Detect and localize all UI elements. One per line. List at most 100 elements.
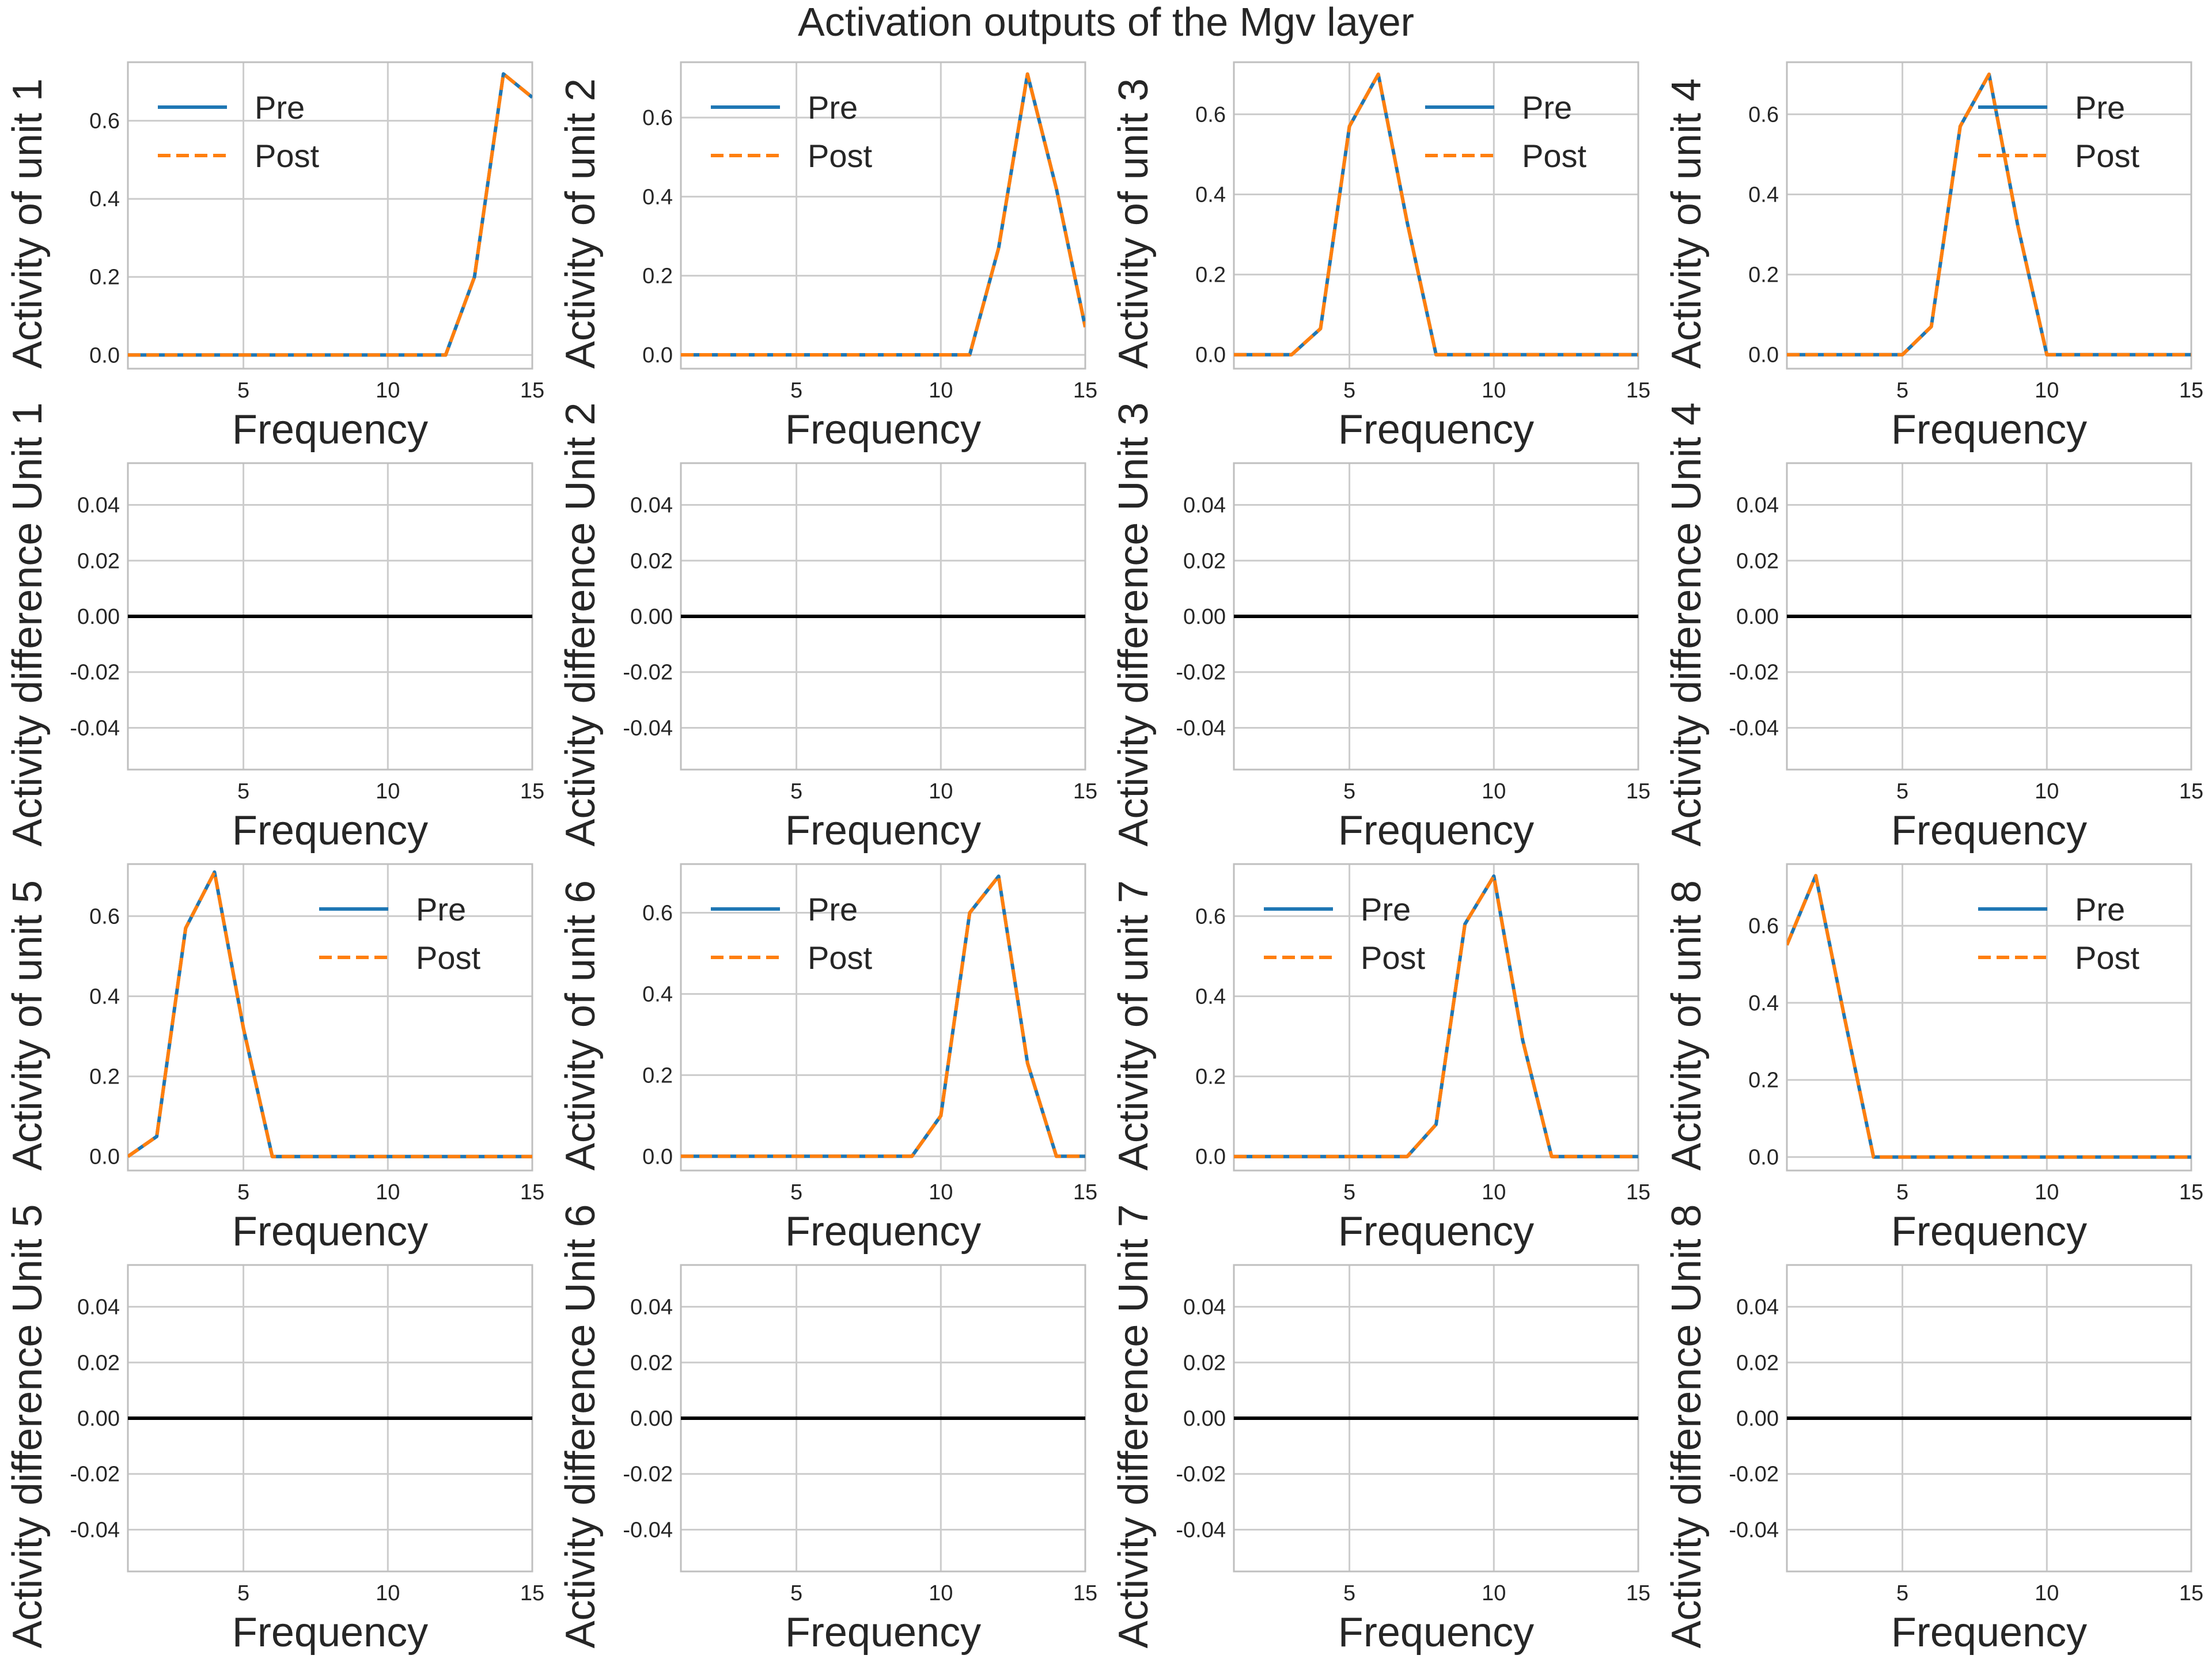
y-tick-label: -0.02 — [1176, 1463, 1226, 1487]
y-tick-label: 0.04 — [1183, 494, 1226, 518]
x-axis-label: Frequency — [232, 1209, 428, 1255]
y-tick-label: 0.0 — [642, 1145, 673, 1169]
x-tick-label: 10 — [376, 1180, 400, 1205]
y-tick-label: 0.0 — [1195, 343, 1226, 368]
y-tick-label: 0.0 — [89, 343, 120, 368]
legend-label-pre: Pre — [808, 891, 858, 927]
x-tick-label: 5 — [790, 1180, 802, 1205]
x-tick-label: 5 — [237, 1180, 249, 1205]
legend-label-post: Post — [2075, 138, 2139, 174]
subplot-unit-7-activity: 5 10 15 0.0 0.2 0.4 0.6 Frequency Activity of un… — [1111, 863, 1650, 1255]
plot-frame — [680, 863, 1086, 1172]
y-tick-label: 0.04 — [630, 1296, 673, 1320]
x-tick-label: 15 — [1626, 1581, 1650, 1605]
x-axis-label: Frequency — [232, 407, 428, 453]
y-axis-label: Activity of unit 8 — [1664, 880, 1710, 1171]
series-line-post — [128, 870, 532, 1158]
subplot-unit-4-difference: 5 10 15 -0.04 -0.02 0.00 0.02 0.04 Frequency Acti… — [1664, 402, 2203, 854]
legend-label-pre: Pre — [2075, 891, 2125, 927]
plot-frame — [127, 863, 533, 1172]
subplot-unit-8-activity: 5 10 15 0.0 0.2 0.4 0.6 Frequency Activity of un… — [1664, 863, 2203, 1255]
y-tick-label: 0.04 — [77, 494, 120, 518]
subplot-unit-1-difference: 5 10 15 -0.04 -0.02 0.00 0.02 0.04 Frequency Acti… — [5, 402, 544, 854]
y-tick-label: 0.00 — [1736, 1407, 1779, 1431]
y-axis-label: Activity difference Unit 4 — [1664, 402, 1710, 846]
x-tick-label: 5 — [237, 779, 249, 804]
subplot-unit-2-difference: 5 10 15 -0.04 -0.02 0.00 0.02 0.04 Frequency Acti… — [558, 402, 1097, 854]
y-tick-label: 0.6 — [642, 902, 673, 926]
y-tick-label: 0.0 — [89, 1145, 120, 1169]
y-axis-label: Activity of unit 5 — [5, 880, 51, 1171]
y-tick-label: 0.04 — [1183, 1296, 1226, 1320]
x-tick-label: 15 — [2179, 378, 2203, 403]
y-tick-label: 0.00 — [1736, 605, 1779, 629]
x-axis-label: Frequency — [1338, 1209, 1534, 1255]
y-tick-label: 0.0 — [1748, 1146, 1779, 1170]
y-tick-label: 0.4 — [1195, 984, 1226, 1009]
x-axis-label: Frequency — [785, 407, 981, 453]
y-tick-label: -0.04 — [70, 716, 120, 740]
x-tick-label: 5 — [1343, 1180, 1355, 1205]
legend-label-pre: Pre — [1522, 89, 1572, 126]
y-tick-label: 0.2 — [1748, 263, 1779, 287]
y-tick-label: 0.00 — [77, 1407, 120, 1431]
x-tick-label: 5 — [237, 378, 249, 403]
x-tick-label: 15 — [1073, 779, 1097, 804]
y-axis-label: Activity of unit 7 — [1111, 880, 1157, 1171]
subplot-unit-4-activity: 5 10 15 0.0 0.2 0.4 0.6 Frequency Activity of un… — [1664, 61, 2203, 453]
y-tick-label: 0.4 — [89, 984, 120, 1009]
x-tick-label: 15 — [520, 779, 544, 804]
x-tick-label: 15 — [1073, 1180, 1097, 1205]
x-tick-label: 5 — [790, 779, 802, 804]
x-tick-label: 15 — [520, 1180, 544, 1205]
y-tick-label: 0.4 — [1748, 991, 1779, 1016]
y-tick-label: -0.02 — [1729, 661, 1779, 685]
y-tick-label: 0.0 — [642, 343, 673, 368]
y-tick-label: 0.6 — [1748, 103, 1779, 127]
y-tick-label: 0.00 — [630, 605, 673, 629]
x-tick-label: 5 — [1343, 779, 1355, 804]
x-axis-label: Frequency — [785, 808, 981, 854]
y-axis-label: Activity of unit 4 — [1664, 78, 1710, 369]
x-tick-label: 15 — [2179, 1581, 2203, 1605]
legend-label-pre: Pre — [2075, 89, 2125, 126]
y-tick-label: -0.04 — [623, 1518, 673, 1542]
x-tick-label: 10 — [929, 1581, 953, 1605]
subplot-unit-8-difference: 5 10 15 -0.04 -0.02 0.00 0.02 0.04 Frequency Acti… — [1664, 1204, 2203, 1656]
legend-label-post: Post — [2075, 940, 2139, 976]
x-tick-label: 5 — [1896, 1581, 1908, 1605]
x-tick-label: 15 — [1626, 1180, 1650, 1205]
y-tick-label: -0.04 — [1729, 1518, 1779, 1542]
y-tick-label: 0.02 — [77, 549, 120, 573]
y-tick-label: 0.04 — [1736, 494, 1779, 518]
y-axis-label: Activity of unit 1 — [5, 78, 51, 369]
y-axis-label: Activity difference Unit 8 — [1664, 1204, 1710, 1648]
y-axis-label: Activity difference Unit 1 — [5, 402, 51, 846]
y-tick-label: 0.2 — [642, 264, 673, 289]
legend-label-post: Post — [1361, 940, 1425, 976]
y-tick-label: 0.6 — [1195, 904, 1226, 929]
x-tick-label: 10 — [2035, 779, 2059, 804]
x-tick-label: 10 — [376, 779, 400, 804]
x-tick-label: 5 — [1896, 378, 1908, 403]
y-tick-label: 0.6 — [1748, 914, 1779, 938]
x-axis-label: Frequency — [232, 1609, 428, 1656]
figure-title: Activation outputs of the Mgv layer — [798, 0, 1414, 44]
y-tick-label: 0.0 — [1195, 1145, 1226, 1169]
y-tick-label: 0.02 — [630, 1351, 673, 1375]
y-axis-label: Activity of unit 3 — [1111, 78, 1157, 369]
legend-label-post: Post — [808, 940, 872, 976]
y-tick-label: 0.2 — [642, 1063, 673, 1088]
y-tick-label: 0.02 — [1183, 549, 1226, 573]
subplot-unit-6-activity: 5 10 15 0.0 0.2 0.4 0.6 Frequency Activity of un… — [558, 863, 1097, 1255]
x-tick-label: 10 — [929, 779, 953, 804]
y-tick-label: 0.00 — [1183, 605, 1226, 629]
legend-label-post: Post — [808, 138, 872, 174]
x-tick-label: 10 — [2035, 1180, 2059, 1205]
y-tick-label: 0.04 — [630, 494, 673, 518]
series-line-post — [1787, 72, 2191, 357]
x-axis-label: Frequency — [1338, 808, 1534, 854]
x-tick-label: 10 — [929, 378, 953, 403]
x-tick-label: 15 — [2179, 779, 2203, 804]
y-axis-label: Activity difference Unit 7 — [1111, 1204, 1157, 1648]
